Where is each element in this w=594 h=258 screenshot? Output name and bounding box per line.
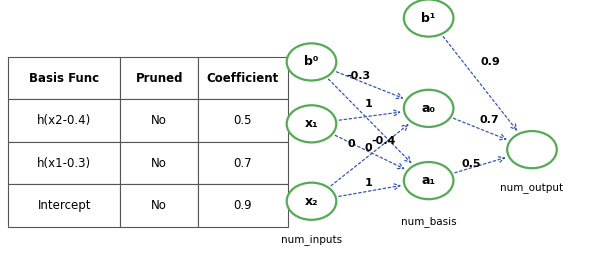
Bar — [120, 57, 198, 99]
Bar — [8, 99, 120, 142]
Text: 0.5: 0.5 — [462, 159, 482, 169]
Bar — [120, 142, 198, 184]
Text: 0.9: 0.9 — [233, 199, 252, 212]
Text: a₀: a₀ — [422, 102, 435, 115]
Text: 1: 1 — [365, 178, 372, 188]
Text: -0.4: -0.4 — [372, 136, 396, 146]
Circle shape — [404, 162, 453, 199]
Bar — [198, 142, 287, 184]
Bar — [198, 57, 287, 99]
Text: 0.7: 0.7 — [233, 157, 252, 170]
Text: 1: 1 — [365, 100, 372, 109]
Bar — [8, 184, 120, 227]
Text: h(x2-0.4): h(x2-0.4) — [37, 114, 91, 127]
Text: -0.3: -0.3 — [346, 71, 370, 81]
Bar — [8, 142, 120, 184]
Bar — [198, 184, 287, 227]
Bar — [120, 184, 198, 227]
Text: 0.7: 0.7 — [479, 115, 499, 125]
Text: x₁: x₁ — [305, 117, 318, 130]
Text: Pruned: Pruned — [135, 71, 183, 85]
Text: Coefficient: Coefficient — [207, 71, 279, 85]
Text: num_output: num_output — [500, 183, 564, 194]
Text: No: No — [151, 199, 167, 212]
Text: 0.9: 0.9 — [481, 57, 501, 67]
Bar — [120, 99, 198, 142]
Circle shape — [507, 131, 557, 168]
Text: b¹: b¹ — [421, 12, 436, 25]
Text: No: No — [151, 114, 167, 127]
Circle shape — [287, 105, 336, 142]
Text: x₂: x₂ — [305, 195, 318, 208]
Bar — [8, 57, 120, 99]
Text: num_inputs: num_inputs — [281, 234, 342, 245]
Text: h(x1-0.3): h(x1-0.3) — [37, 157, 91, 170]
Circle shape — [287, 183, 336, 220]
Text: a₁: a₁ — [422, 174, 435, 187]
Circle shape — [404, 90, 453, 127]
Bar — [198, 99, 287, 142]
Circle shape — [404, 0, 453, 37]
Text: No: No — [151, 157, 167, 170]
Text: num_basis: num_basis — [401, 216, 456, 227]
Text: b⁰: b⁰ — [304, 55, 319, 68]
Text: Basis Func: Basis Func — [29, 71, 99, 85]
Text: 0: 0 — [347, 140, 355, 149]
Circle shape — [287, 43, 336, 80]
Text: Intercept: Intercept — [37, 199, 91, 212]
Text: 0.5: 0.5 — [233, 114, 252, 127]
Text: 0: 0 — [365, 143, 372, 153]
